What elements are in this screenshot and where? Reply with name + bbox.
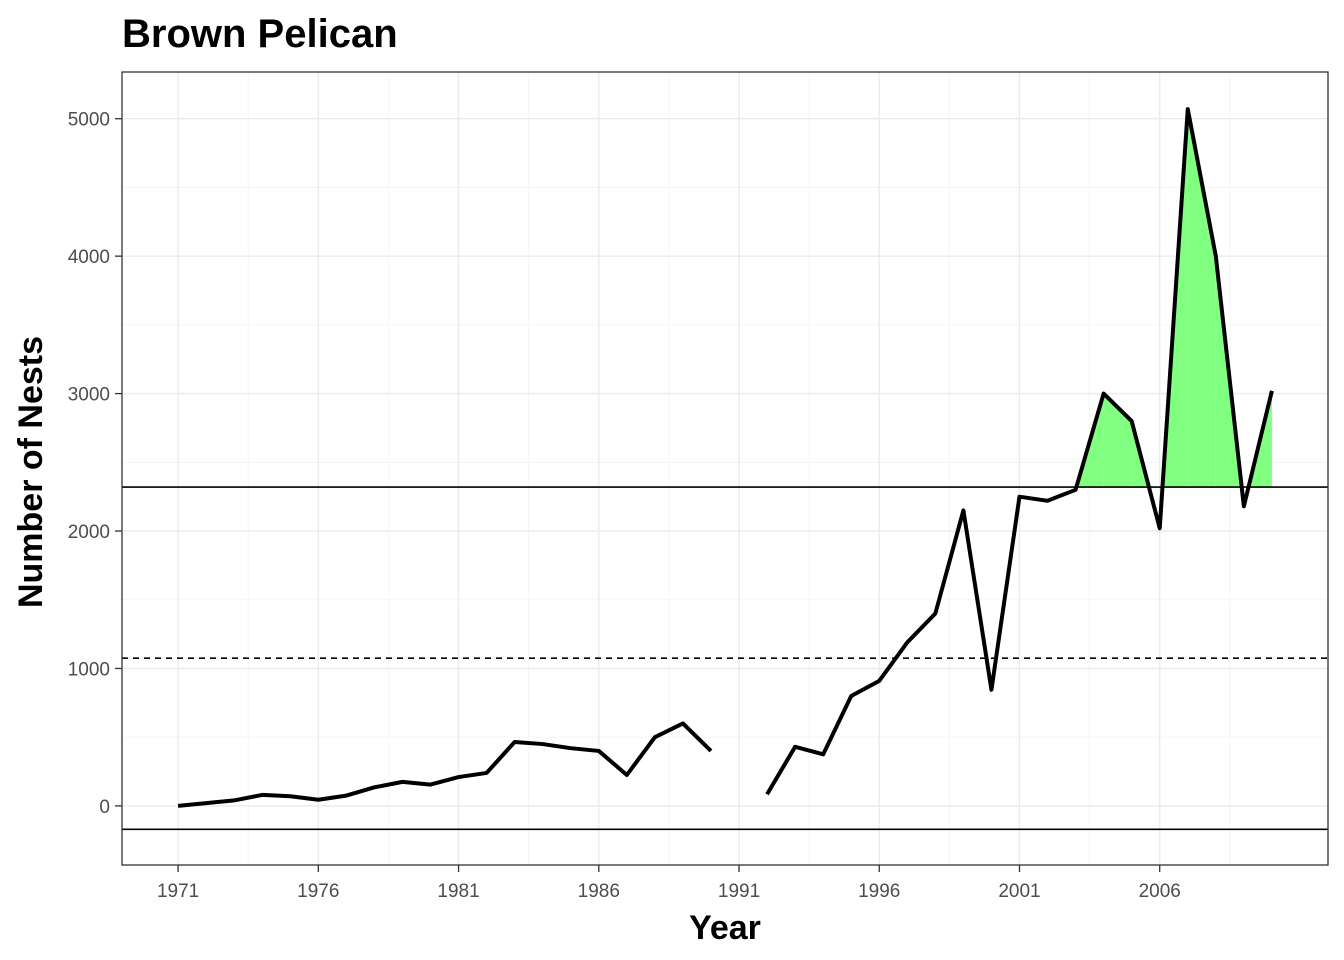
y-tick-label: 3000 xyxy=(68,385,110,406)
y-axis-ticks: 0 1000 2000 3000 4000 5000 xyxy=(68,110,122,818)
y-tick-label: 4000 xyxy=(68,247,110,268)
x-axis-ticks: 1971 1976 1981 1986 1991 1996 2001 2006 xyxy=(157,865,1181,902)
y-tick-label: 2000 xyxy=(68,522,110,543)
x-tick-label: 1981 xyxy=(437,881,479,902)
grid-lines xyxy=(122,72,1328,865)
above-threshold-fill xyxy=(1187,109,1216,488)
y-axis-title: Number of Nests xyxy=(12,336,50,608)
x-tick-label: 1986 xyxy=(578,881,620,902)
x-axis-title: Year xyxy=(689,909,761,947)
y-tick-label: 1000 xyxy=(68,659,110,680)
x-tick-label: 2006 xyxy=(1139,881,1181,902)
x-tick-label: 1991 xyxy=(718,881,760,902)
nests-series-line xyxy=(765,107,1274,796)
x-tick-label: 2001 xyxy=(998,881,1040,902)
reference-lines xyxy=(122,486,1328,831)
nests-series-line xyxy=(177,721,713,808)
y-tick-label: 0 xyxy=(99,797,110,818)
plot-panel-border xyxy=(121,71,1329,866)
x-tick-label: 1976 xyxy=(297,881,339,902)
x-tick-label: 1996 xyxy=(858,881,900,902)
y-tick-label: 5000 xyxy=(68,110,110,131)
chart-title: Brown Pelican xyxy=(122,12,398,56)
series-lines xyxy=(177,107,1274,808)
x-tick-label: 1971 xyxy=(157,881,199,902)
